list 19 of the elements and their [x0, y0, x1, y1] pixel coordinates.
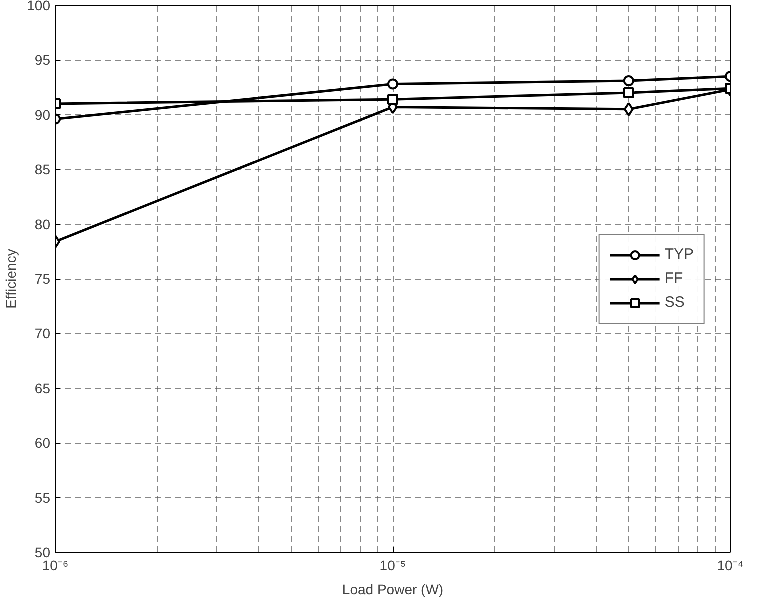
y-tick-label: 50	[34, 544, 51, 560]
legend-label: SS	[664, 294, 685, 311]
y-tick-label: 95	[34, 52, 51, 68]
y-tick-label: 55	[34, 490, 51, 506]
y-tick-label: 80	[34, 216, 51, 232]
y-tick-label: 60	[34, 435, 51, 452]
y-tick-label: 85	[34, 162, 51, 178]
y-tick-label: 100	[27, 0, 51, 14]
x-axis-title: Load Power (W)	[342, 582, 444, 598]
legend-label: TYP	[664, 246, 694, 263]
x-tick-label: 10⁻⁵	[380, 558, 406, 574]
y-tick-label: 65	[34, 380, 51, 396]
y-tick-label: 70	[34, 326, 51, 342]
y-axis-title: Efficiency	[3, 249, 20, 309]
x-tick-label: 10⁻⁴	[717, 558, 744, 574]
legend-label: FF	[664, 270, 684, 287]
x-tick-label: 10⁻⁶	[42, 558, 69, 574]
y-tick-label: 75	[34, 271, 51, 287]
y-tick-label: 90	[34, 106, 51, 123]
